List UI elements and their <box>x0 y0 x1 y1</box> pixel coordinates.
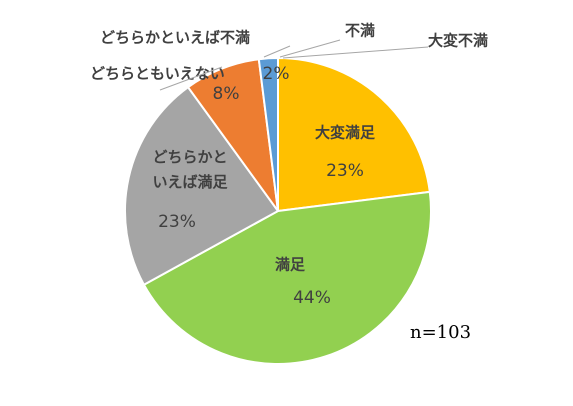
value-label: 44% <box>293 288 331 308</box>
pie-slice <box>277 56 431 213</box>
annotation: n=103 <box>410 322 471 343</box>
pie-slice <box>124 85 280 287</box>
category-label: 大変満足 <box>315 124 376 142</box>
category-label: 不満 <box>345 22 375 40</box>
leader-line <box>159 66 223 91</box>
category-label-box: どちらかといえば満足 <box>152 148 228 191</box>
pie-slice <box>142 190 432 365</box>
category-label: 満足 <box>275 256 306 274</box>
leader-line <box>263 45 291 58</box>
value-label: 23% <box>158 212 196 232</box>
value-label: 23% <box>326 161 364 181</box>
leader-line <box>282 46 429 59</box>
category-label: どちらかといえば不満 <box>100 29 250 47</box>
category-label: どちらかといえば満足 <box>152 148 228 191</box>
value-label: 2% <box>263 64 290 84</box>
value-label: 8% <box>213 84 240 104</box>
leader-line <box>279 39 341 58</box>
category-label: 大変不満 <box>428 32 488 50</box>
